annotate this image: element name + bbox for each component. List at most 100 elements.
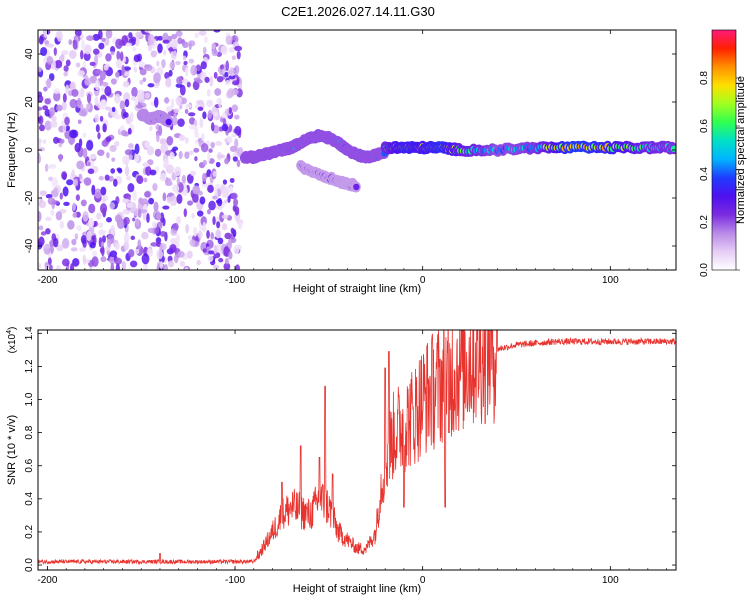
feature-cell <box>165 118 172 126</box>
noise-blob <box>154 148 162 157</box>
noise-blob <box>162 192 167 202</box>
noise-blob <box>149 169 157 176</box>
noise-blob <box>100 245 105 257</box>
noise-blob <box>122 155 130 165</box>
noise-blob <box>119 100 126 110</box>
noise-blob <box>53 47 57 56</box>
noise-blob <box>216 198 223 207</box>
noise-blob <box>105 136 112 142</box>
noise-blob <box>114 242 120 251</box>
noise-blob <box>166 196 171 204</box>
noise-blob <box>94 114 100 123</box>
noise-blob <box>64 116 70 126</box>
noise-blob <box>38 138 43 144</box>
noise-blob <box>50 120 58 128</box>
noise-blob <box>116 50 121 61</box>
noise-blob <box>91 256 99 267</box>
noise-blob <box>147 34 155 46</box>
noise-blob <box>38 36 44 45</box>
noise-blob <box>163 97 170 104</box>
noise-blob <box>100 186 107 196</box>
noise-blob <box>122 112 129 118</box>
noise-blob <box>179 104 183 110</box>
noise-blob <box>44 109 51 117</box>
noise-blob <box>105 30 113 39</box>
noise-blob <box>131 95 136 102</box>
noise-blob <box>70 263 75 270</box>
noise-blob <box>72 178 79 187</box>
noise-blob <box>75 194 80 201</box>
snr-y-tick-label: 0.8 <box>24 425 35 439</box>
spectrogram-x-tick-label: 100 <box>602 275 619 286</box>
noise-blob <box>128 32 133 39</box>
noise-blob <box>206 100 214 108</box>
noise-blob <box>74 233 79 240</box>
noise-blob <box>138 197 144 204</box>
noise-blob <box>228 75 236 80</box>
noise-blob <box>187 200 194 206</box>
noise-blob <box>42 105 49 111</box>
noise-blob <box>105 53 112 62</box>
noise-blob <box>167 260 175 268</box>
noise-blob <box>127 127 132 135</box>
noise-blob <box>189 239 196 247</box>
noise-blob <box>200 61 207 70</box>
noise-blob <box>234 114 240 120</box>
snr-y-multiplier: (x104) <box>6 327 18 354</box>
noise-blob <box>221 223 228 231</box>
noise-blob <box>50 209 55 216</box>
noise-blob <box>206 230 210 239</box>
noise-blob <box>217 154 226 159</box>
noise-blob <box>101 37 106 42</box>
noise-blob <box>150 242 159 247</box>
spectrogram-y-tick-label: -40 <box>24 238 35 253</box>
noise-blob <box>101 197 106 203</box>
noise-blob <box>229 185 234 194</box>
noise-blob <box>101 139 109 147</box>
noise-blob <box>162 39 170 44</box>
noise-blob <box>88 203 96 214</box>
noise-blob <box>211 42 216 50</box>
noise-blob <box>186 250 193 259</box>
noise-blob <box>46 43 55 48</box>
noise-blob <box>196 64 201 72</box>
noise-blob <box>114 257 123 265</box>
snr-series-line <box>38 330 676 566</box>
noise-blob <box>38 146 46 152</box>
noise-blob <box>207 184 214 193</box>
noise-blob <box>93 48 100 55</box>
noise-blob <box>212 195 218 200</box>
snr-y-tick-label: 1.0 <box>24 392 35 406</box>
noise-blob <box>79 247 87 252</box>
noise-blob <box>123 232 130 244</box>
noise-blob <box>147 227 155 234</box>
noise-blob <box>175 30 183 37</box>
snr-multiplier-exponent: 4 <box>6 330 13 334</box>
noise-blob <box>196 210 204 217</box>
noise-blob <box>148 125 153 132</box>
noise-blob <box>216 75 224 83</box>
noise-blob <box>232 204 237 212</box>
noise-blob <box>136 175 144 185</box>
noise-blob <box>99 115 104 122</box>
noise-blob <box>74 142 81 153</box>
noise-blob <box>123 240 129 251</box>
noise-blob <box>213 30 221 33</box>
noise-blob <box>45 216 52 222</box>
noise-blob <box>147 44 153 52</box>
noise-blob <box>97 149 105 156</box>
noise-blob <box>146 146 154 156</box>
noise-blob <box>135 104 144 109</box>
noise-blob <box>77 119 82 124</box>
noise-blob <box>221 214 229 219</box>
noise-blob <box>128 249 135 258</box>
noise-blob <box>44 98 51 105</box>
noise-blob <box>115 71 120 78</box>
noise-blob <box>114 114 122 120</box>
snr-y-tick-label: 1.4 <box>24 326 35 340</box>
noise-blob <box>80 87 85 98</box>
noise-blob <box>39 190 47 196</box>
noise-blob <box>110 168 116 174</box>
noise-blob <box>202 111 207 120</box>
noise-blob <box>185 137 189 144</box>
